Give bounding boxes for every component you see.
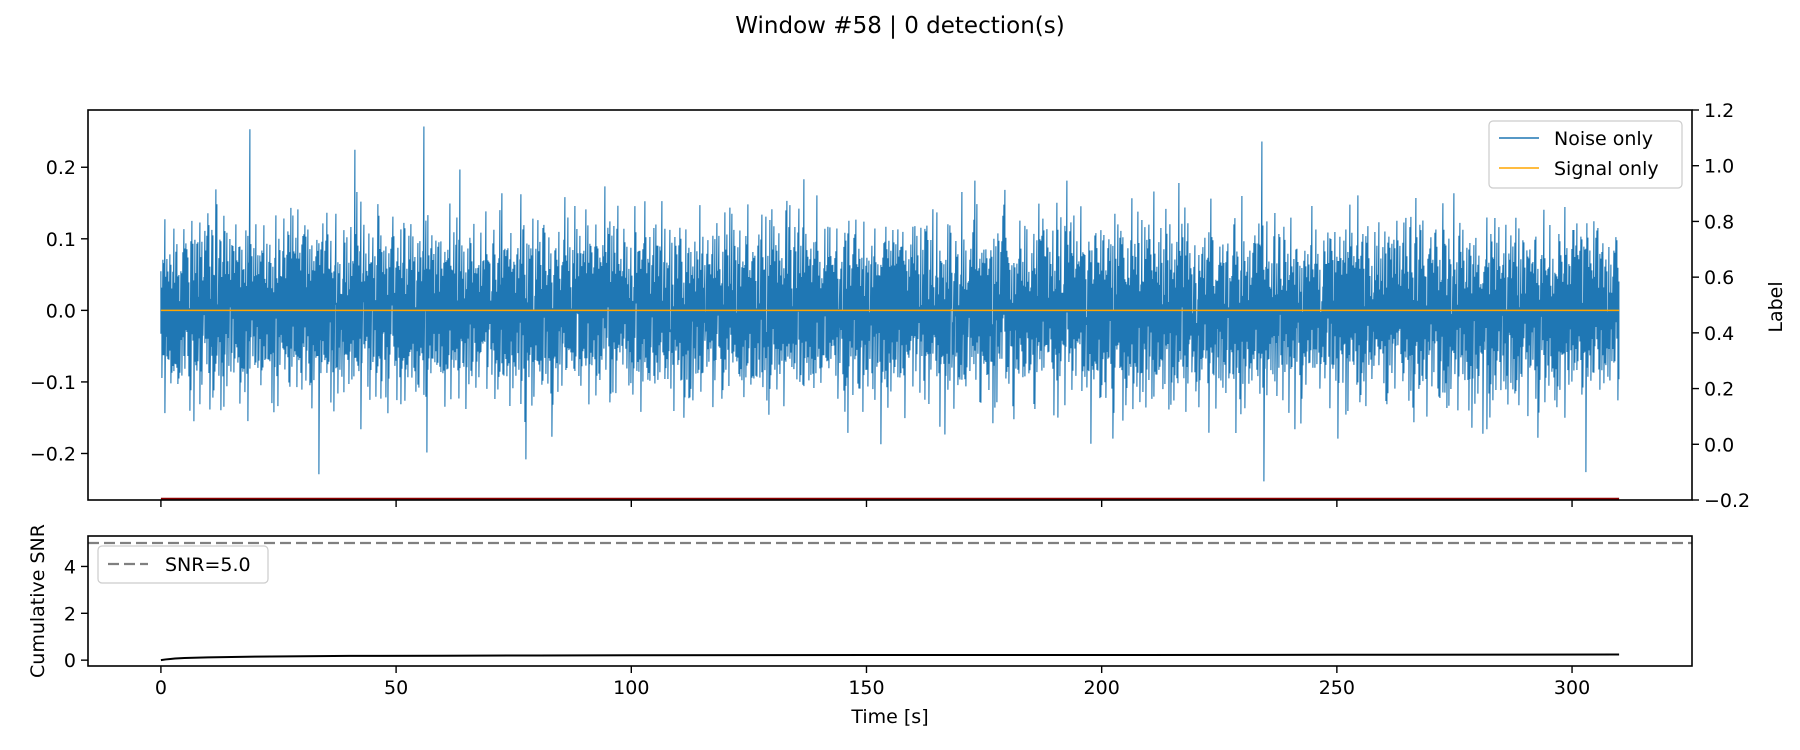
x-tick-label: 200 [1084, 677, 1120, 699]
right-y-tick-label: 0.0 [1704, 434, 1734, 456]
x-tick-label: 300 [1554, 677, 1590, 699]
right-y-axis-label: Label [1765, 281, 1787, 332]
snr-legend: SNR=5.0 [97, 545, 269, 584]
snr-plot-frame [87, 535, 1693, 667]
x-tick-label: 250 [1319, 677, 1355, 699]
snr-y-tick-label: 4 [64, 556, 76, 578]
right-y-tick-label: 1.0 [1704, 156, 1734, 178]
left-y-tick-label: 0.1 [46, 229, 76, 251]
right-y-tick-label: 0.8 [1704, 211, 1734, 233]
x-tick-label: 50 [384, 677, 408, 699]
waveform-plot-frame [87, 109, 1693, 501]
snr-panel: 0 2 4 0 50 100 150 200 250 300 SNR=5.0 Time [s] C… [27, 524, 1693, 728]
right-y-tick-label: −0.2 [1704, 490, 1750, 512]
figure-title: Window #58 | 0 detection(s) [735, 13, 1064, 39]
x-axis-label: Time [s] [850, 706, 928, 728]
legend-entry-label: Noise only [1554, 128, 1653, 150]
snr-y-tick-label: 0 [64, 650, 76, 672]
snr-y-axis-label: Cumulative SNR [27, 524, 49, 678]
noise-only-series [160, 126, 1620, 482]
cumulative-snr-series [160, 653, 1620, 662]
legend-entry-label: SNR=5.0 [165, 554, 251, 576]
left-y-tick-label: −0.1 [30, 372, 76, 394]
legend-entry-label: Signal only [1554, 158, 1659, 180]
x-tick-label: 0 [155, 677, 167, 699]
x-tick-label: 150 [848, 677, 884, 699]
right-y-tick-label: 0.2 [1704, 379, 1734, 401]
left-y-tick-label: 0.2 [46, 157, 76, 179]
snr-legend-box [97, 545, 269, 584]
waveform-panel: −0.2 −0.1 0.0 0.1 0.2 −0.2 0.0 0.2 0.4 0.6 0.8 1.0 1… [30, 100, 1750, 512]
left-y-tick-label: 0.0 [46, 300, 76, 322]
right-y-tick-label: 0.6 [1704, 267, 1734, 289]
right-y-tick-label: 0.4 [1704, 323, 1734, 345]
waveform-legend: Noise only Signal only [1488, 120, 1683, 189]
left-y-tick-label: −0.2 [30, 443, 76, 465]
snr-y-tick-label: 2 [64, 603, 76, 625]
right-y-tick-label: 1.2 [1704, 100, 1734, 122]
x-tick-label: 100 [613, 677, 649, 699]
